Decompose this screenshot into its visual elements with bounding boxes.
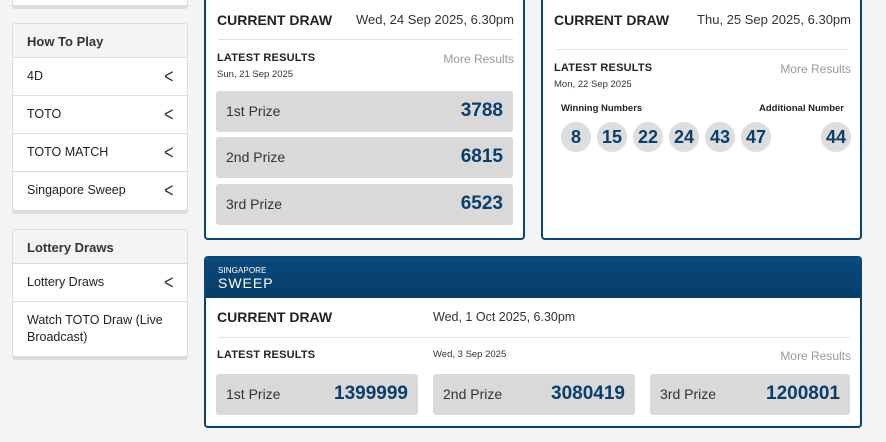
prize-label: 3rd Prize xyxy=(660,386,717,402)
winning-number-ball: 22 xyxy=(633,122,663,152)
current-draw-label: CURRENT DRAW xyxy=(217,12,333,28)
item-label: TOTO xyxy=(27,107,62,121)
singapore-sweep-logo: SINGAPORE SWEEP xyxy=(218,266,274,291)
prize-label: 2nd Prize xyxy=(443,386,503,402)
current-draw-date: Thu, 25 Sep 2025, 6.30pm xyxy=(697,12,851,27)
4d-card: CURRENT DRAW Wed, 24 Sep 2025, 6.30pm LA… xyxy=(204,0,525,240)
divider xyxy=(218,337,850,338)
prize-label: 2nd Prize xyxy=(226,149,286,165)
chevron-left-icon: < xyxy=(164,104,174,126)
chevron-left-icon: < xyxy=(164,180,174,202)
prize-number: 1200801 xyxy=(766,383,840,404)
prize-number: 6523 xyxy=(460,193,503,214)
sidebar-item-lottery-draws[interactable]: Lottery Draws < xyxy=(13,264,187,302)
sidebar-box-top xyxy=(12,0,188,6)
prize-number: 1399999 xyxy=(334,383,408,404)
more-results-link[interactable]: More Results xyxy=(443,52,514,66)
divider xyxy=(218,39,513,40)
lottery-draws-panel: Lottery Draws Lottery Draws < Watch TOTO … xyxy=(12,229,188,357)
prize-number: 3080419 xyxy=(551,383,625,404)
lottery-draws-title: Lottery Draws xyxy=(13,230,187,264)
prize-label: 1st Prize xyxy=(226,386,281,402)
current-draw-date: Wed, 24 Sep 2025, 6.30pm xyxy=(355,12,514,27)
latest-results-label: LATEST RESULTS xyxy=(217,52,316,64)
more-results-link[interactable]: More Results xyxy=(780,349,851,363)
additional-number-label: Additional Number xyxy=(759,103,844,114)
prize-label: 3rd Prize xyxy=(226,196,283,212)
prize-row: 2nd Prize 3080419 xyxy=(433,374,635,415)
latest-results-label: LATEST RESULTS xyxy=(217,349,316,361)
winning-number-ball: 47 xyxy=(741,122,771,152)
sidebar-item-watch-toto-draw[interactable]: Watch TOTO Draw (Live Broadcast) xyxy=(13,302,187,356)
winning-number-ball: 43 xyxy=(705,122,735,152)
sidebar-item-toto[interactable]: TOTO < xyxy=(13,96,187,134)
chevron-left-icon: < xyxy=(164,272,174,294)
prize-row: 1st Prize 1399999 xyxy=(216,374,418,415)
prize-label: 1st Prize xyxy=(226,103,281,119)
toto-card: CURRENT DRAW Thu, 25 Sep 2025, 6.30pm LA… xyxy=(541,0,862,240)
prize-row: 3rd Prize 1200801 xyxy=(650,374,850,415)
current-draw-label: CURRENT DRAW xyxy=(217,309,333,325)
latest-results-date: Wed, 3 Sep 2025 xyxy=(433,349,507,360)
sidebar-item-4d[interactable]: 4D < xyxy=(13,58,187,96)
prize-number: 6815 xyxy=(460,146,503,167)
latest-results-label: LATEST RESULTS xyxy=(554,62,653,74)
item-label: 4D xyxy=(27,69,43,83)
more-results-link[interactable]: More Results xyxy=(780,62,851,76)
additional-number-ball: 44 xyxy=(821,122,851,152)
winning-number-ball: 8 xyxy=(561,122,591,152)
winning-number-ball: 15 xyxy=(597,122,627,152)
prize-row: 2nd Prize 6815 xyxy=(216,137,513,178)
latest-results-date: Mon, 22 Sep 2025 xyxy=(554,79,632,90)
sweep-card: SINGAPORE SWEEP CURRENT DRAW Wed, 1 Oct … xyxy=(204,256,862,428)
sweep-header: SINGAPORE SWEEP xyxy=(206,258,860,298)
logo-top: SINGAPORE xyxy=(218,266,267,275)
chevron-left-icon: < xyxy=(164,142,174,164)
logo-bottom: SWEEP xyxy=(218,275,274,291)
prize-row: 3rd Prize 6523 xyxy=(216,184,513,225)
prize-row: 1st Prize 3788 xyxy=(216,91,513,132)
current-draw-date: Wed, 1 Oct 2025, 6.30pm xyxy=(433,310,576,324)
latest-results-date: Sun, 21 Sep 2025 xyxy=(217,69,294,80)
how-to-play-title: How To Play xyxy=(13,24,187,58)
how-to-play-panel: How To Play 4D < TOTO < TOTO MATCH < Singap… xyxy=(12,23,188,211)
sidebar-item-toto-match[interactable]: TOTO MATCH < xyxy=(13,134,187,172)
winning-number-ball: 24 xyxy=(669,122,699,152)
sidebar-item-singapore-sweep[interactable]: Singapore Sweep < xyxy=(13,172,187,210)
item-label: Singapore Sweep xyxy=(27,183,126,197)
item-label: Lottery Draws xyxy=(27,275,105,289)
winning-numbers-label: Winning Numbers xyxy=(561,103,643,114)
item-label: Watch TOTO Draw (Live Broadcast) xyxy=(27,313,163,344)
prize-number: 3788 xyxy=(460,100,503,121)
chevron-left-icon: < xyxy=(164,66,174,88)
item-label: TOTO MATCH xyxy=(27,145,109,159)
current-draw-label: CURRENT DRAW xyxy=(554,12,670,28)
divider xyxy=(556,49,848,50)
